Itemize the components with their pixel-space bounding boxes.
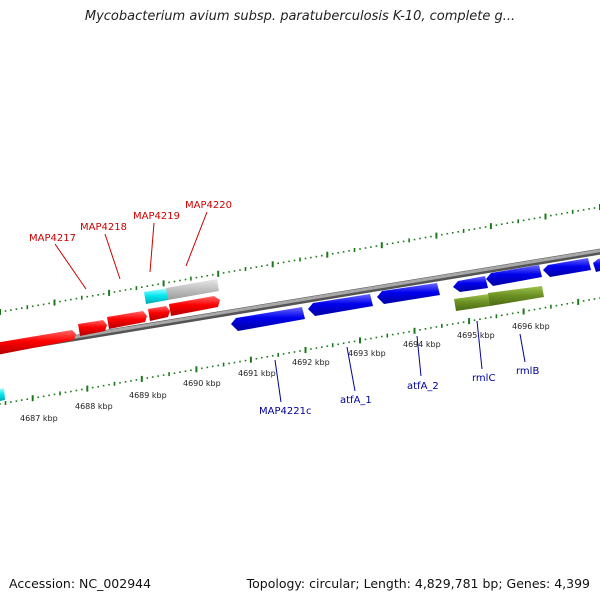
outer-tick-track xyxy=(0,204,600,315)
rrna-feature[interactable] xyxy=(488,286,544,306)
gene-label-reverse[interactable]: rmlC xyxy=(472,373,495,384)
gene-arrow-forward[interactable] xyxy=(78,320,107,336)
gene-label-reverse[interactable]: atfA_1 xyxy=(340,395,372,406)
gene-arrow-reverse[interactable] xyxy=(377,283,440,304)
gene-arrow-forward[interactable] xyxy=(107,311,147,329)
gene-arrow-reverse[interactable] xyxy=(543,258,591,277)
label-leader-line xyxy=(149,222,155,273)
accession-text: Accession: NC_002944 xyxy=(9,576,152,591)
label-leader-line xyxy=(54,243,87,290)
kbp-label: 4692 kbp xyxy=(292,358,330,367)
gray-feature[interactable] xyxy=(166,279,219,300)
cyan-feature[interactable] xyxy=(144,288,168,304)
label-leader-line xyxy=(416,335,422,377)
gene-arrow-reverse[interactable] xyxy=(486,265,542,286)
label-leader-line xyxy=(519,333,526,363)
gene-arrow-reverse[interactable] xyxy=(231,307,305,331)
gene-label-reverse[interactable]: rmlB xyxy=(516,366,539,377)
gene-arrow-forward[interactable] xyxy=(148,306,170,321)
kbp-label: 4688 kbp xyxy=(75,402,113,411)
gene-label-reverse[interactable]: atfA_2 xyxy=(407,381,439,392)
gene-label-forward[interactable]: MAP4220 xyxy=(185,200,232,211)
inner-tick-track xyxy=(0,297,600,405)
rrna-feature[interactable] xyxy=(454,294,490,311)
kbp-label: 4695 kbp xyxy=(457,331,495,340)
gene-label-forward[interactable]: MAP4219 xyxy=(133,211,180,222)
kbp-label: 4693 kbp xyxy=(348,349,386,358)
gene-label-reverse[interactable]: MAP4221c xyxy=(259,406,311,417)
map-title: Mycobacterium avium subsp. paratuberculo… xyxy=(84,9,516,24)
label-leader-line xyxy=(104,233,121,280)
kbp-label: 4687 kbp xyxy=(20,414,58,423)
gene-arrow-forward[interactable] xyxy=(0,330,76,355)
label-leader-line xyxy=(274,359,282,403)
kbp-label: 4690 kbp xyxy=(183,379,221,388)
kbp-label: 4694 kbp xyxy=(403,340,441,349)
gene-arrow-reverse[interactable] xyxy=(308,294,373,316)
label-leader-line xyxy=(185,211,208,267)
topology-text: Topology: circular; Length: 4,829,781 bp… xyxy=(246,576,590,591)
kbp-label: 4691 kbp xyxy=(238,369,276,378)
cyan-feature-edge[interactable] xyxy=(0,388,5,401)
genome-backbone-highlight xyxy=(0,249,600,351)
gene-arrow-reverse[interactable] xyxy=(593,258,600,272)
gene-arrow-reverse[interactable] xyxy=(453,276,488,292)
label-leader-line xyxy=(476,320,483,370)
kbp-label: 4696 kbp xyxy=(512,322,550,331)
gene-label-forward[interactable]: MAP4218 xyxy=(80,222,127,233)
gene-arrow-forward[interactable] xyxy=(169,296,220,316)
gene-label-forward[interactable]: MAP4217 xyxy=(29,233,76,244)
label-leader-line xyxy=(346,346,356,392)
kbp-label: 4689 kbp xyxy=(129,391,167,400)
